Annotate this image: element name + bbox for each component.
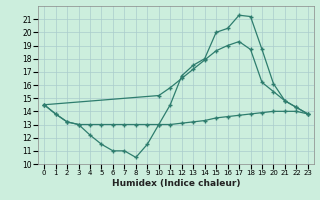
X-axis label: Humidex (Indice chaleur): Humidex (Indice chaleur) — [112, 179, 240, 188]
